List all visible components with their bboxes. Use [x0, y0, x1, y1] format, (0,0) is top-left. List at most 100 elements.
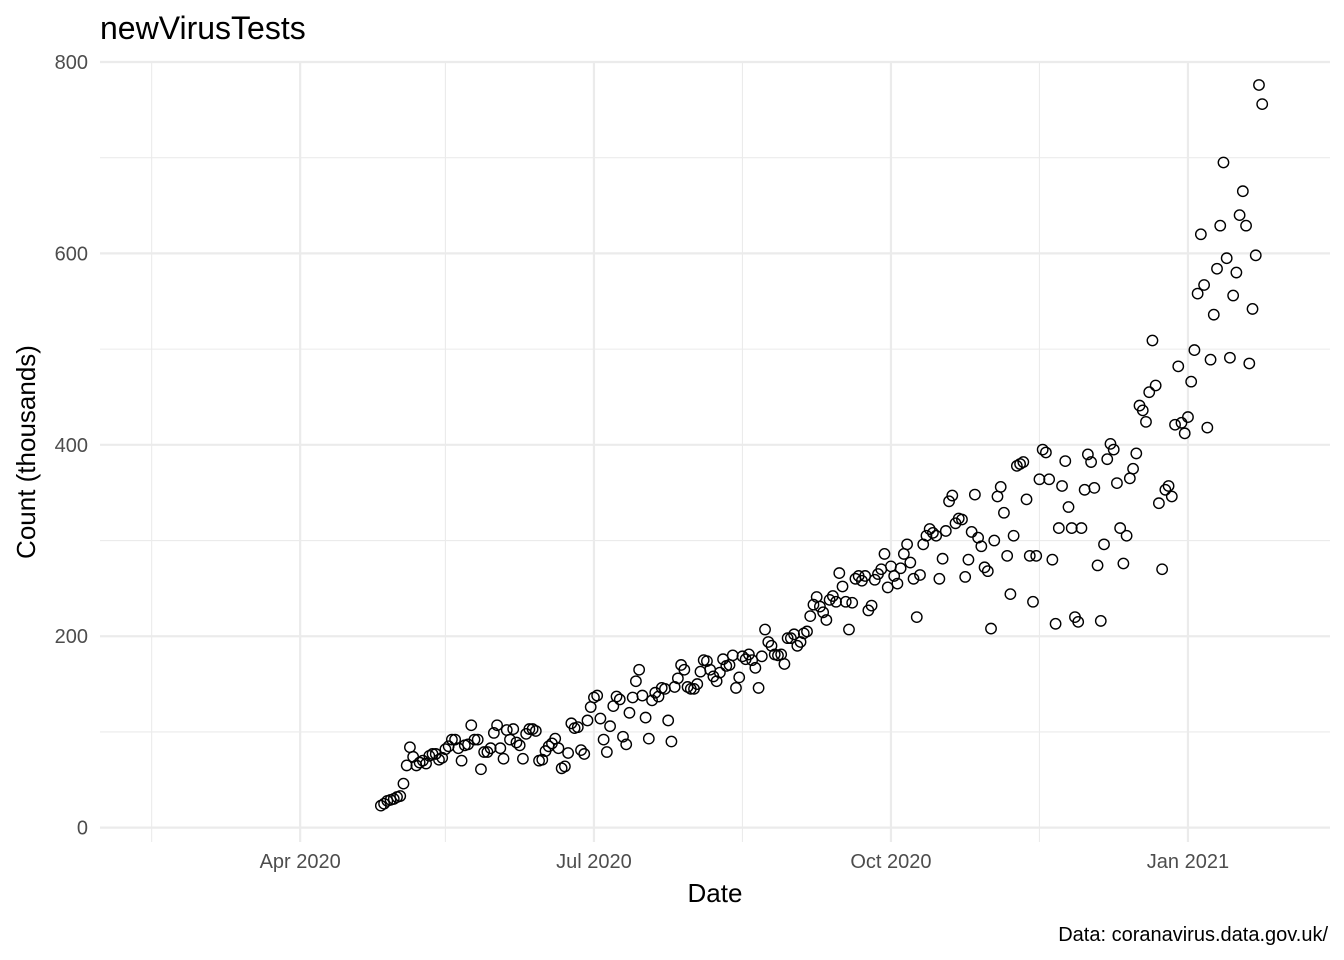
- x-axis-title: Date: [688, 878, 743, 908]
- data-point: [1178, 427, 1191, 440]
- data-point: [1201, 421, 1214, 434]
- data-point: [445, 733, 458, 746]
- data-point: [610, 690, 623, 703]
- data-point: [752, 682, 765, 694]
- data-point: [484, 742, 497, 755]
- data-point: [478, 746, 491, 758]
- data-point: [494, 742, 507, 755]
- x-tick-label: Oct 2020: [850, 851, 931, 873]
- data-point: [491, 719, 503, 732]
- data-point: [807, 598, 820, 611]
- data-point: [1114, 522, 1127, 534]
- data-point: [814, 600, 826, 613]
- data-point: [1220, 252, 1233, 265]
- data-point: [465, 719, 478, 732]
- data-point: [1256, 98, 1269, 111]
- data-point: [901, 538, 913, 551]
- data-point: [936, 552, 949, 565]
- data-point: [510, 736, 523, 749]
- data-point: [1136, 404, 1149, 417]
- data-point: [1198, 279, 1210, 291]
- data-point: [597, 733, 610, 746]
- data-point: [394, 790, 407, 802]
- data-point: [1162, 480, 1175, 492]
- major-gridlines: [100, 60, 1330, 842]
- data-point: [994, 481, 1007, 493]
- data-point: [904, 556, 917, 569]
- x-axis-tick-labels: Apr 2020 Jul 2020 Oct 2020 Jan 2021: [260, 851, 1230, 873]
- y-axis-tick-labels: 0 200 400 600 800: [55, 52, 88, 840]
- data-point: [878, 548, 891, 560]
- data-point: [1243, 357, 1256, 370]
- data-point: [943, 495, 955, 508]
- data-point: [452, 742, 465, 755]
- data-point: [1246, 303, 1259, 315]
- data-point: [1149, 379, 1162, 392]
- data-point: [1091, 559, 1104, 572]
- data-point: [1107, 443, 1120, 456]
- data-point: [497, 752, 510, 765]
- data-point: [726, 649, 739, 662]
- data-point: [1085, 456, 1098, 468]
- data-point: [978, 561, 991, 574]
- data-point: [400, 759, 413, 772]
- data-point: [471, 733, 484, 746]
- data-point: [717, 653, 729, 666]
- data-point: [1123, 472, 1136, 485]
- data-point: [1017, 456, 1030, 468]
- data-point: [481, 746, 494, 758]
- data-point: [1211, 262, 1223, 275]
- data-point: [1020, 493, 1033, 506]
- data-point: [1001, 549, 1014, 562]
- data-point: [1146, 334, 1159, 347]
- data-point: [1156, 563, 1169, 576]
- data-point: [613, 693, 626, 706]
- x-tick-label: Jul 2020: [556, 851, 632, 873]
- data-point: [1027, 595, 1039, 608]
- data-point: [1043, 473, 1056, 486]
- data-point: [1249, 249, 1262, 262]
- data-point: [888, 570, 901, 582]
- data-point: [733, 671, 746, 684]
- data-point: [914, 569, 926, 581]
- data-point: [397, 777, 410, 790]
- data-source-caption: Data: coranavirus.data.gov.uk/: [1058, 924, 1328, 946]
- data-point: [1143, 386, 1156, 399]
- data-point: [1214, 219, 1227, 232]
- data-point: [820, 614, 833, 626]
- data-point: [1046, 553, 1059, 566]
- data-point: [581, 714, 594, 727]
- data-point: [894, 562, 907, 575]
- data-point: [920, 529, 933, 542]
- data-point: [998, 506, 1010, 519]
- data-point: [868, 573, 881, 586]
- data-point: [981, 565, 994, 578]
- data-point: [1059, 455, 1072, 467]
- data-point: [823, 593, 836, 606]
- data-point: [1036, 443, 1049, 456]
- data-point: [575, 744, 587, 757]
- data-point: [907, 572, 920, 585]
- data-point: [1007, 529, 1020, 542]
- data-point: [646, 694, 658, 707]
- data-point: [626, 691, 639, 704]
- data-point: [475, 763, 487, 776]
- data-point: [865, 599, 878, 612]
- data-point: [817, 606, 830, 619]
- data-point: [517, 752, 529, 765]
- data-point: [1233, 209, 1246, 222]
- data-point: [713, 666, 726, 679]
- data-point: [843, 623, 855, 636]
- data-point: [694, 665, 707, 678]
- data-point: [1127, 462, 1139, 475]
- data-point: [1056, 480, 1068, 492]
- data-point: [1188, 344, 1201, 356]
- data-point: [791, 639, 804, 652]
- data-point: [755, 650, 768, 663]
- data-point: [939, 525, 952, 537]
- data-point: [975, 540, 988, 553]
- data-point: [420, 757, 432, 770]
- data-point: [1169, 418, 1181, 431]
- data-point: [804, 610, 817, 623]
